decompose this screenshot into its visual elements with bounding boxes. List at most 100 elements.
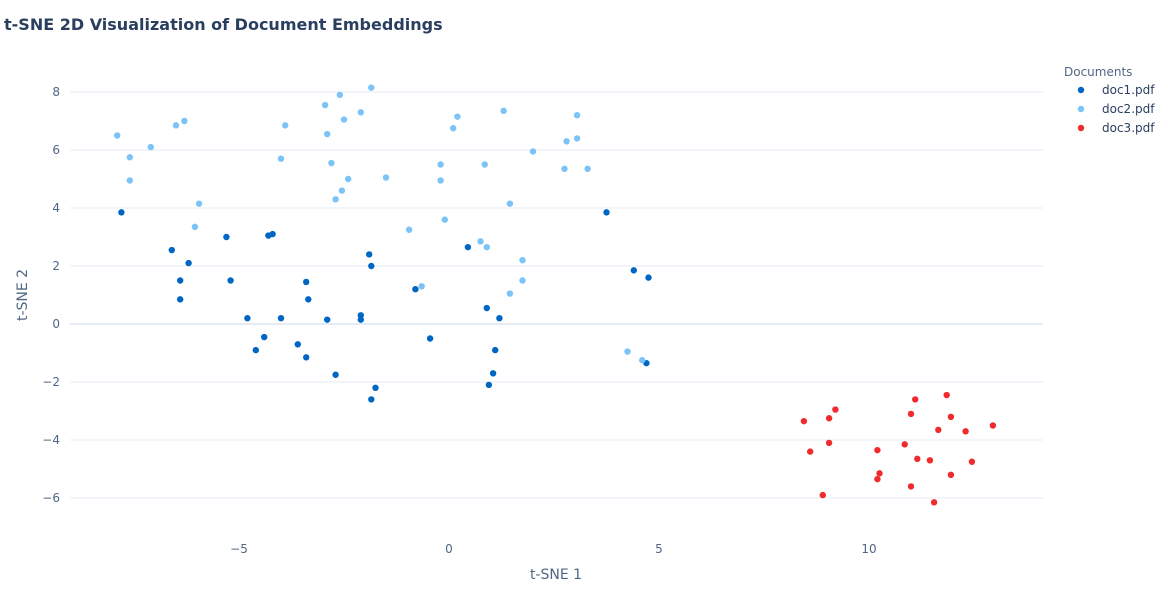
data-point[interactable] — [464, 243, 472, 251]
data-point[interactable] — [177, 296, 184, 303]
data-point[interactable] — [227, 277, 234, 284]
data-point[interactable] — [269, 230, 276, 238]
data-point[interactable] — [277, 315, 285, 322]
data-point[interactable] — [496, 315, 503, 322]
data-point[interactable] — [947, 471, 955, 478]
data-point[interactable] — [561, 165, 568, 173]
data-point[interactable] — [303, 278, 310, 286]
data-point[interactable] — [336, 91, 343, 99]
data-point[interactable] — [305, 296, 312, 303]
data-point[interactable] — [244, 315, 251, 322]
data-point[interactable] — [450, 125, 457, 132]
data-point[interactable] — [195, 200, 203, 207]
data-point[interactable] — [926, 457, 934, 464]
data-point[interactable] — [943, 391, 950, 399]
data-point[interactable] — [506, 200, 514, 207]
data-point[interactable] — [989, 422, 997, 429]
data-point[interactable] — [584, 165, 591, 173]
data-point[interactable] — [294, 341, 301, 348]
data-point[interactable] — [191, 223, 199, 231]
data-point[interactable] — [332, 371, 339, 378]
data-point[interactable] — [519, 277, 526, 284]
data-point[interactable] — [118, 209, 125, 216]
data-point[interactable] — [832, 406, 839, 413]
data-point[interactable] — [519, 257, 526, 264]
data-point[interactable] — [426, 335, 434, 342]
data-point[interactable] — [483, 243, 490, 251]
data-point[interactable] — [907, 483, 915, 490]
data-point[interactable] — [372, 384, 379, 391]
data-point[interactable] — [630, 267, 637, 274]
data-point[interactable] — [506, 290, 514, 297]
data-point[interactable] — [454, 113, 461, 120]
data-point[interactable] — [181, 117, 188, 125]
data-point[interactable] — [563, 138, 570, 145]
data-point[interactable] — [962, 428, 969, 435]
legend-item[interactable]: doc1.pdf — [1077, 83, 1155, 97]
data-point[interactable] — [477, 238, 484, 245]
data-point[interactable] — [368, 262, 375, 270]
data-point[interactable] — [492, 346, 499, 354]
data-point[interactable] — [825, 439, 833, 447]
data-point[interactable] — [874, 475, 881, 483]
data-point[interactable] — [282, 122, 289, 129]
data-point[interactable] — [357, 109, 364, 116]
data-point[interactable] — [874, 446, 881, 454]
data-point[interactable] — [800, 417, 808, 425]
data-point[interactable] — [825, 415, 833, 422]
data-point[interactable] — [481, 161, 488, 168]
data-point[interactable] — [277, 155, 285, 162]
data-point[interactable] — [321, 101, 329, 109]
data-point[interactable] — [324, 316, 331, 323]
data-point[interactable] — [252, 346, 259, 354]
data-point[interactable] — [930, 499, 938, 506]
data-point[interactable] — [485, 381, 493, 389]
data-point[interactable] — [368, 396, 375, 403]
data-point[interactable] — [345, 175, 352, 183]
data-point[interactable] — [382, 174, 390, 181]
data-point[interactable] — [126, 177, 133, 184]
data-point[interactable] — [645, 274, 652, 281]
data-point[interactable] — [437, 177, 444, 184]
data-point[interactable] — [935, 426, 942, 434]
data-point[interactable] — [483, 304, 490, 312]
data-point[interactable] — [324, 130, 331, 138]
data-point[interactable] — [332, 196, 339, 203]
data-point[interactable] — [328, 159, 335, 167]
data-point[interactable] — [126, 154, 133, 161]
data-point[interactable] — [338, 187, 346, 194]
data-point[interactable] — [114, 132, 121, 139]
data-point[interactable] — [357, 316, 364, 323]
data-point[interactable] — [907, 410, 915, 418]
data-point[interactable] — [412, 286, 419, 293]
data-point[interactable] — [418, 283, 425, 290]
data-point[interactable] — [876, 470, 883, 477]
data-point[interactable] — [912, 396, 919, 403]
data-point[interactable] — [368, 84, 375, 91]
data-point[interactable] — [603, 209, 610, 216]
data-point[interactable] — [261, 333, 268, 341]
data-point[interactable] — [441, 216, 448, 223]
data-point[interactable] — [303, 354, 310, 361]
data-point[interactable] — [639, 357, 646, 364]
data-point[interactable] — [901, 441, 908, 448]
data-point[interactable] — [914, 455, 921, 463]
data-point[interactable] — [807, 448, 814, 455]
data-point[interactable] — [624, 348, 631, 355]
legend-item[interactable]: doc2.pdf — [1077, 102, 1155, 116]
data-point[interactable] — [500, 107, 507, 115]
data-point[interactable] — [172, 122, 180, 129]
legend-item[interactable]: doc3.pdf — [1077, 121, 1155, 135]
data-point[interactable] — [340, 116, 348, 123]
data-point[interactable] — [437, 161, 444, 168]
data-point[interactable] — [947, 413, 955, 420]
data-point[interactable] — [168, 246, 175, 254]
data-point[interactable] — [968, 458, 976, 465]
data-point[interactable] — [529, 148, 537, 155]
data-point[interactable] — [177, 277, 184, 284]
data-point[interactable] — [223, 233, 230, 241]
data-point[interactable] — [147, 143, 154, 151]
data-point[interactable] — [573, 135, 581, 142]
data-point[interactable] — [405, 226, 413, 233]
data-point[interactable] — [819, 491, 826, 499]
